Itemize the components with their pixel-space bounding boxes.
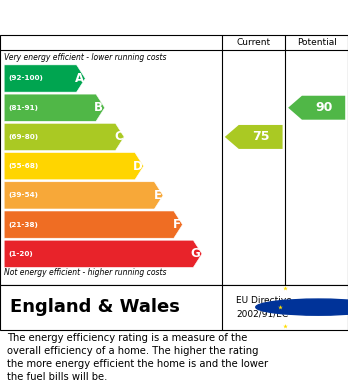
Polygon shape (225, 125, 283, 149)
Text: The energy efficiency rating is a measure of the
overall efficiency of a home. T: The energy efficiency rating is a measur… (7, 333, 268, 382)
Text: D: D (133, 160, 142, 173)
Polygon shape (4, 65, 85, 92)
Polygon shape (4, 240, 202, 267)
Text: (39-54): (39-54) (8, 192, 38, 198)
Text: Energy Efficiency Rating: Energy Efficiency Rating (10, 10, 232, 25)
Text: England & Wales: England & Wales (10, 298, 180, 316)
Text: Very energy efficient - lower running costs: Very energy efficient - lower running co… (4, 53, 167, 62)
Text: 2002/91/EC: 2002/91/EC (236, 309, 288, 318)
Text: (21-38): (21-38) (8, 222, 38, 228)
Polygon shape (4, 182, 163, 209)
Text: (81-91): (81-91) (8, 105, 38, 111)
Polygon shape (4, 211, 182, 238)
Text: Not energy efficient - higher running costs: Not energy efficient - higher running co… (4, 268, 167, 277)
Text: F: F (173, 218, 181, 231)
Text: B: B (94, 101, 103, 114)
Text: G: G (191, 248, 200, 260)
Text: (1-20): (1-20) (8, 251, 33, 257)
Polygon shape (4, 152, 144, 180)
Text: Current: Current (237, 38, 271, 47)
Circle shape (256, 299, 348, 315)
Text: (92-100): (92-100) (8, 75, 43, 81)
Text: Potential: Potential (297, 38, 337, 47)
Text: A: A (75, 72, 84, 85)
Text: (69-80): (69-80) (8, 134, 39, 140)
Text: E: E (154, 189, 162, 202)
Text: C: C (114, 131, 123, 143)
Text: 75: 75 (252, 131, 269, 143)
Polygon shape (4, 123, 124, 151)
Text: EU Directive: EU Directive (236, 296, 292, 305)
Text: 90: 90 (315, 101, 332, 114)
Polygon shape (288, 96, 345, 120)
Text: (55-68): (55-68) (8, 163, 39, 169)
Polygon shape (4, 94, 105, 121)
